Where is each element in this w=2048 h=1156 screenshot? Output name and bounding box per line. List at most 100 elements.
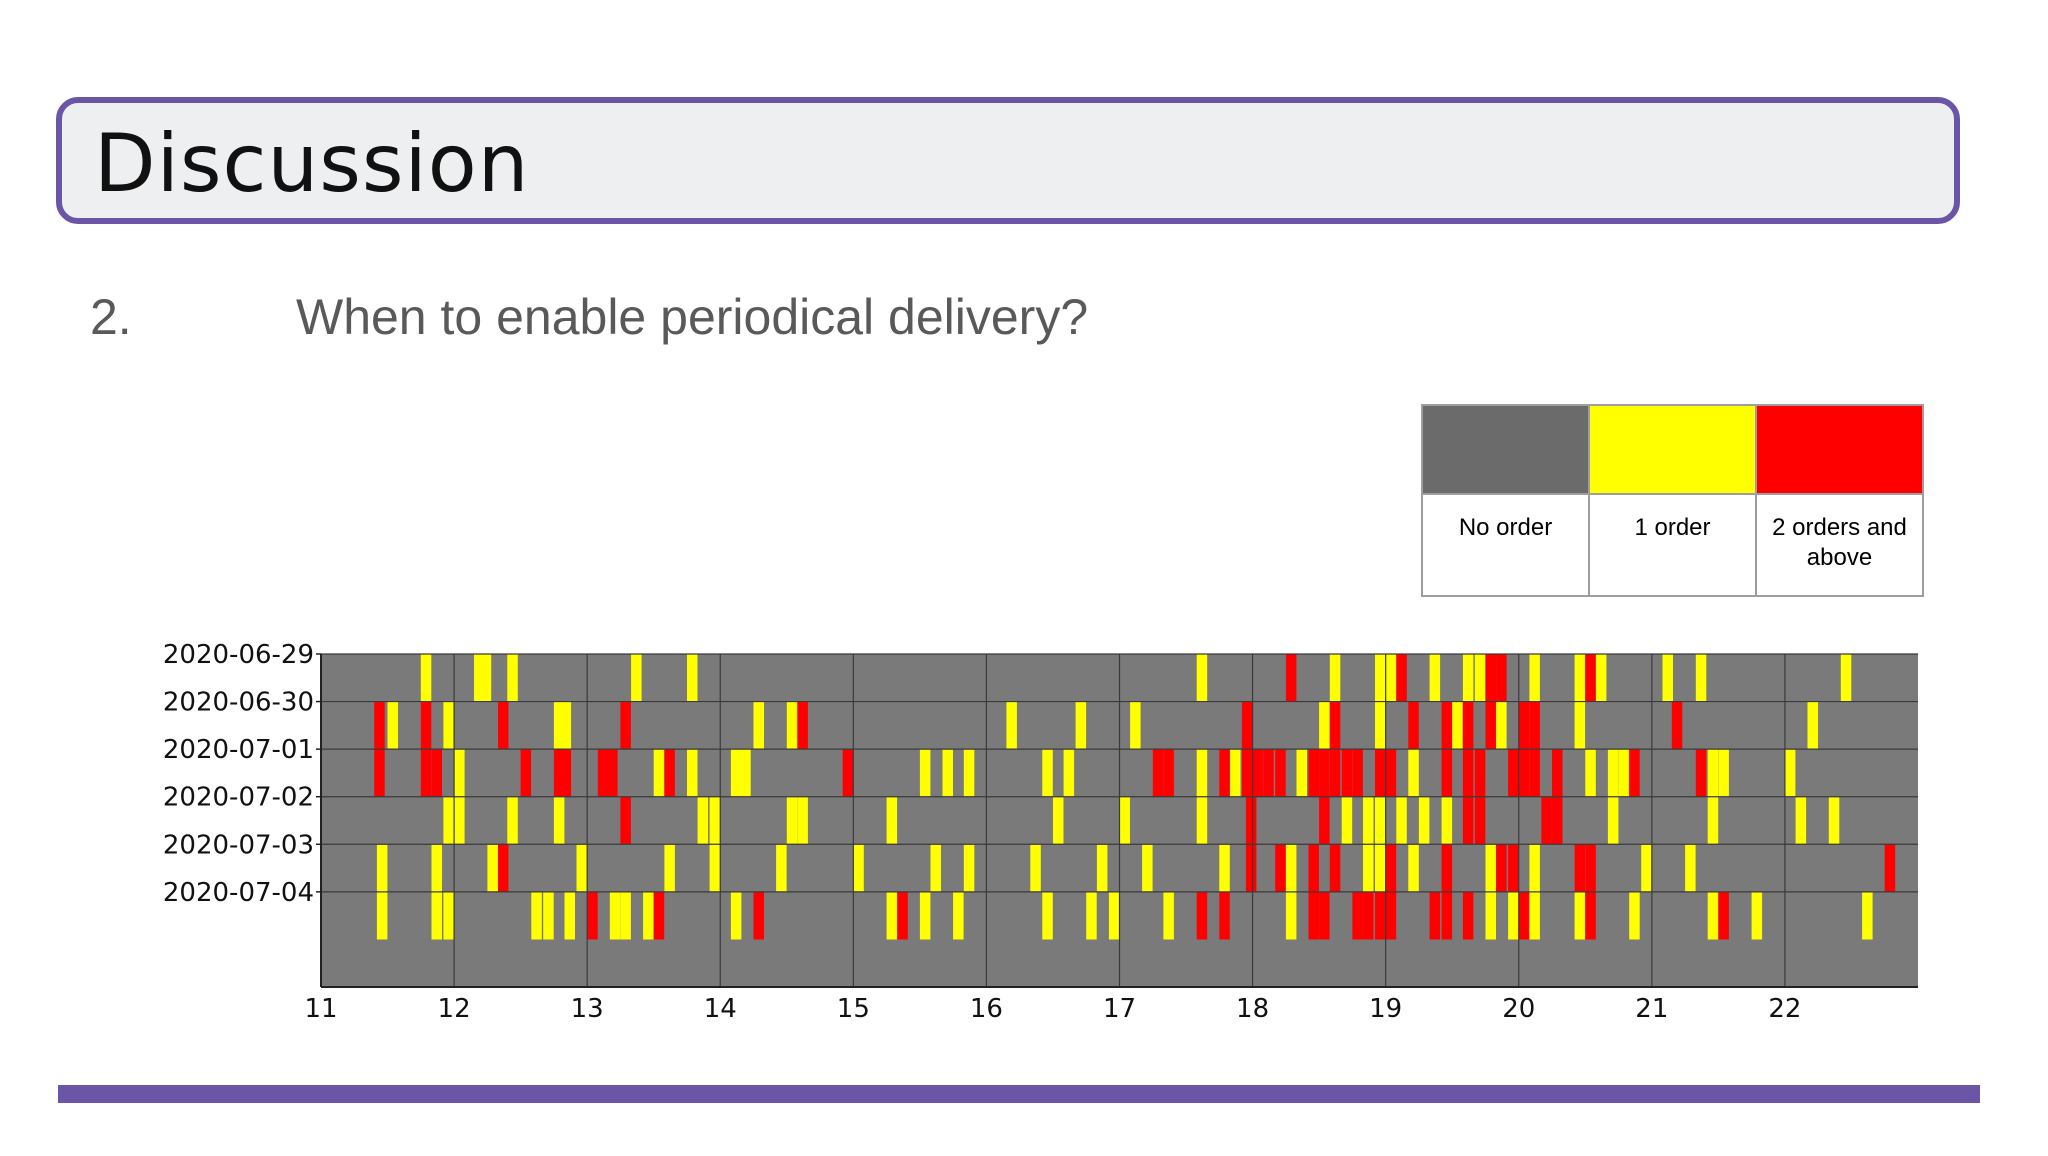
heatmap-cell xyxy=(531,891,542,940)
heatmap-cell xyxy=(1695,749,1707,797)
heatmap-cell xyxy=(1275,749,1286,797)
heatmap-cell xyxy=(1707,796,1719,845)
heatmap-cell xyxy=(1319,796,1330,845)
heatmap-cell xyxy=(653,891,665,940)
heatmap-cell xyxy=(953,891,964,940)
heatmap-cell xyxy=(1285,844,1297,892)
heatmap-cell xyxy=(1462,749,1474,797)
heatmap-cell xyxy=(1529,701,1540,750)
heatmap-cell xyxy=(797,796,808,845)
heatmap-cell xyxy=(1462,796,1474,845)
heatmap-cell xyxy=(1329,701,1341,750)
x-tick-label: 19 xyxy=(1369,994,1402,1024)
heatmap-cell xyxy=(1518,891,1530,940)
heatmap-cell xyxy=(1241,701,1253,750)
x-tick-label: 22 xyxy=(1768,994,1801,1024)
heatmap-cell xyxy=(1352,749,1363,797)
heatmap-cell xyxy=(730,749,742,797)
heatmap-cell xyxy=(930,844,941,892)
legend-label-no-order: No order xyxy=(1421,493,1590,597)
heatmap-cell xyxy=(631,654,642,702)
legend-label-1-order: 1 order xyxy=(1588,493,1757,597)
heatmap-cell xyxy=(387,701,398,750)
heatmap-cell xyxy=(1375,654,1386,702)
heatmap-cell xyxy=(1130,701,1141,750)
heatmap-cell xyxy=(1585,654,1596,702)
heatmap-cell xyxy=(1508,749,1519,797)
heatmap-cell xyxy=(1529,749,1540,797)
heatmap-cell xyxy=(443,796,454,845)
heatmap-cell xyxy=(1518,701,1530,750)
heatmap-cell xyxy=(1385,844,1397,892)
heatmap-cell xyxy=(1641,844,1652,892)
heatmap-cell xyxy=(620,701,631,750)
heatmap-cell xyxy=(1707,749,1719,797)
heatmap-cell xyxy=(553,701,565,750)
legend-table: No order 1 order 2 orders and above xyxy=(1421,404,1924,597)
heatmap-cell xyxy=(1042,749,1053,797)
heatmap-cell xyxy=(1585,891,1596,940)
heatmap-cell xyxy=(1196,749,1208,797)
heatmap-cell xyxy=(1329,844,1341,892)
heatmap-cell xyxy=(1385,891,1397,940)
heatmap-cell xyxy=(697,796,709,845)
heatmap-cell xyxy=(1285,891,1297,940)
heatmap-cell xyxy=(1042,891,1053,940)
heatmap-cell xyxy=(1496,701,1507,750)
heatmap-cell xyxy=(786,796,798,845)
heatmap-cell xyxy=(443,891,454,940)
heatmap-cell xyxy=(1053,796,1064,845)
heatmap-cell xyxy=(687,749,698,797)
question-number: 2. xyxy=(90,289,132,345)
heatmap-cell xyxy=(1685,844,1696,892)
heatmap-cell xyxy=(480,654,492,702)
y-tick-label: 2020-07-03 xyxy=(163,830,314,860)
heatmap-cell xyxy=(454,796,465,845)
heatmap-cell xyxy=(1163,891,1174,940)
heatmap-cell xyxy=(376,844,388,892)
heatmap-cell xyxy=(1363,891,1374,940)
heatmap-cell xyxy=(560,749,572,797)
heatmap-cell xyxy=(1030,844,1041,892)
legend-swatch-1-order xyxy=(1588,404,1757,495)
heatmap-cell xyxy=(1263,749,1274,797)
heatmap-cell xyxy=(1296,749,1307,797)
legend-swatch-no-order xyxy=(1421,404,1590,495)
heatmap-cell xyxy=(1219,749,1230,797)
heatmap-cell xyxy=(1108,891,1120,940)
heatmap-cell xyxy=(1862,891,1873,940)
bottom-bar xyxy=(58,1085,1980,1103)
heatmap-cell xyxy=(1607,796,1619,845)
heatmap-cell xyxy=(474,654,485,702)
heatmap-cell xyxy=(1807,701,1818,750)
heatmap-cell xyxy=(687,654,698,702)
heatmap-cell xyxy=(1462,654,1474,702)
heatmap-cell xyxy=(730,891,742,940)
heatmap-cell xyxy=(1508,844,1519,892)
heatmap-cell xyxy=(1119,796,1130,845)
heatmap-cell xyxy=(1541,796,1552,845)
heatmap-cell xyxy=(1574,891,1586,940)
heatmap-cell xyxy=(664,844,675,892)
heatmap-cell xyxy=(560,701,572,750)
heatmap-cell xyxy=(1142,844,1153,892)
heatmap-cell xyxy=(1784,749,1796,797)
heatmap-cell xyxy=(1496,654,1507,702)
heatmap-cell xyxy=(1363,796,1374,845)
heatmap-cell xyxy=(376,891,388,940)
x-tick-label: 11 xyxy=(304,994,337,1024)
heatmap-cell xyxy=(1385,749,1397,797)
heatmap-cell xyxy=(1196,891,1208,940)
heatmap-cell xyxy=(1585,844,1596,892)
heatmap-cell xyxy=(897,891,908,940)
heatmap-cell xyxy=(507,654,518,702)
heatmap-cell xyxy=(1385,654,1397,702)
heatmap-cell xyxy=(1574,654,1586,702)
question-text: When to enable periodical delivery? xyxy=(296,289,1089,345)
heatmap-cell xyxy=(1751,891,1763,940)
heatmap-cell xyxy=(1485,844,1496,892)
heatmap-cell xyxy=(776,844,787,892)
x-tick-label: 12 xyxy=(438,994,471,1024)
